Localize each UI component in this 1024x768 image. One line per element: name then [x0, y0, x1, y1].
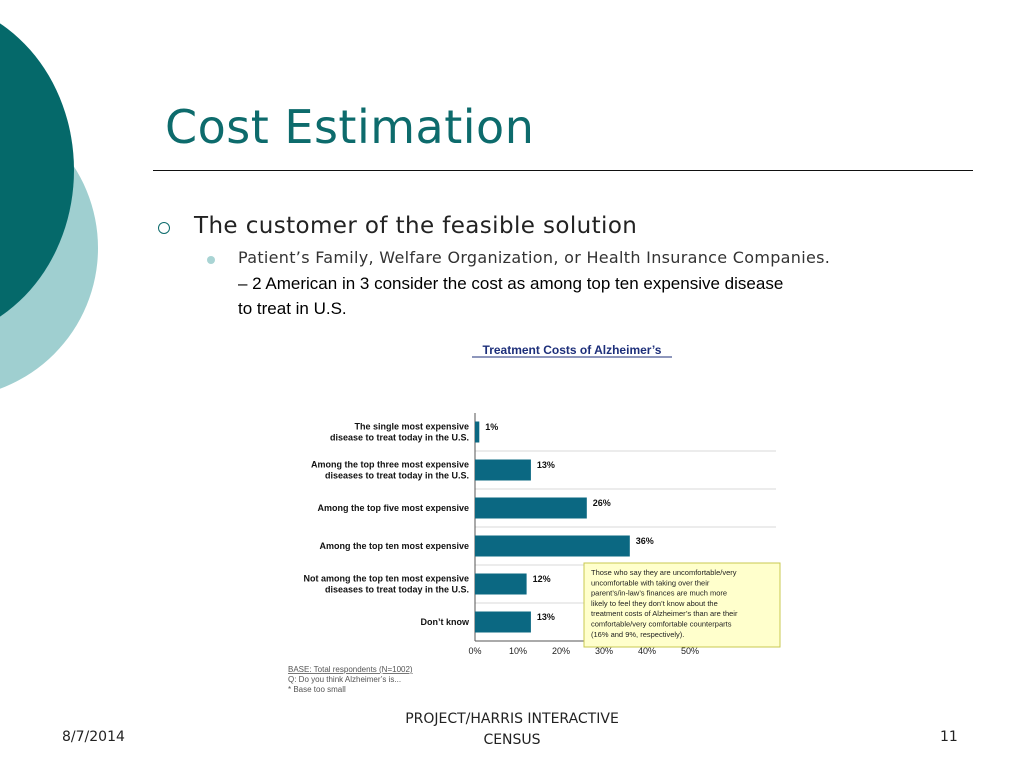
ring-bullet-icon [158, 222, 170, 234]
callout-box [583, 562, 781, 648]
title-divider [153, 170, 973, 171]
category-label: disease to treat today in the U.S. [330, 433, 469, 443]
category-label: The single most expensive [354, 422, 469, 432]
footer-source-line-2: CENSUS [483, 732, 541, 748]
category-label: Among the top five most expensive [317, 503, 469, 513]
footer-date: 8/7/2014 [62, 729, 125, 745]
chart-callout-note: Those who say they are uncomfortable/ver… [583, 562, 781, 648]
bar-value-label: 13% [537, 460, 555, 470]
x-tick-label: 30% [595, 646, 613, 656]
bar [475, 497, 587, 519]
category-label: Among the top ten most expensive [319, 541, 469, 551]
x-tick-label: 20% [552, 646, 570, 656]
bar [475, 573, 527, 595]
subtext-line-1: – 2 American in 3 consider the cost as a… [238, 274, 784, 293]
treatment-costs-chart: Treatment Costs of Alzheimer’s The singl… [288, 343, 781, 694]
footer-source-line-1: PROJECT/HARRIS INTERACTIVE [405, 711, 619, 727]
bar-value-label: 1% [485, 422, 498, 432]
footer-source: PROJECT/HARRIS INTERACTIVE CENSUS [362, 709, 662, 751]
category-label: diseases to treat today in the U.S. [325, 585, 469, 595]
subtext-line-2: to treat in U.S. [238, 299, 347, 318]
bullet-level2-subtext: – 2 American in 3 consider the cost as a… [238, 271, 928, 321]
callout-text-line: likely to feel they don’t know about the [591, 599, 718, 608]
callout-text-line: parent’s/in-law’s finances are much more [591, 589, 727, 598]
x-tick-label: 10% [509, 646, 527, 656]
callout-text-line: uncomfortable with taking over their [591, 578, 710, 587]
category-label: Among the top three most expensive [311, 460, 469, 470]
base-note-line: BASE: Total respondents (N=1002) [288, 665, 413, 674]
bar [475, 611, 531, 633]
chart-bars [475, 421, 630, 633]
chart-x-ticks: 0% 10% 20% 30% 40% 50% [468, 646, 699, 656]
callout-text-line: Those who say they are uncomfortable/ver… [591, 568, 737, 577]
category-label: diseases to treat today in the U.S. [325, 471, 469, 481]
bar-value-label: 13% [537, 612, 555, 622]
x-tick-label: 0% [468, 646, 481, 656]
callout-text-line: comfortable/very comfortable counterpart… [591, 620, 732, 629]
footer-page-number: 11 [940, 729, 958, 745]
callout-text-line: treatment costs of Alzheimer’s than are … [591, 609, 738, 618]
category-label: Not among the top ten most expensive [303, 574, 469, 584]
bar-value-label: 26% [593, 498, 611, 508]
bullet-level2: Patient’s Family, Welfare Organization, … [238, 248, 831, 267]
chart-base-notes: BASE: Total respondents (N=1002)Q: Do yo… [288, 665, 413, 694]
base-note-line: Q: Do you think Alzheimer’s is... [288, 675, 401, 684]
chart-title: Treatment Costs of Alzheimer’s [483, 343, 662, 357]
base-note-line: * Base too small [288, 685, 346, 694]
dot-bullet-icon [207, 256, 215, 264]
bar [475, 421, 480, 443]
bar [475, 459, 531, 481]
callout-text-line: (16% and 9%, respectively). [591, 630, 684, 639]
chart-value-labels: 1% 13% 26% 36% 12% 13% [485, 422, 654, 622]
bar-value-label: 12% [533, 574, 551, 584]
bar-value-label: 36% [636, 536, 654, 546]
bar [475, 535, 630, 557]
x-tick-label: 40% [638, 646, 656, 656]
category-label: Don’t know [421, 617, 470, 627]
slide-title: Cost Estimation [165, 100, 535, 154]
x-tick-label: 50% [681, 646, 699, 656]
bullet-level1: The customer of the feasible solution [194, 213, 638, 239]
